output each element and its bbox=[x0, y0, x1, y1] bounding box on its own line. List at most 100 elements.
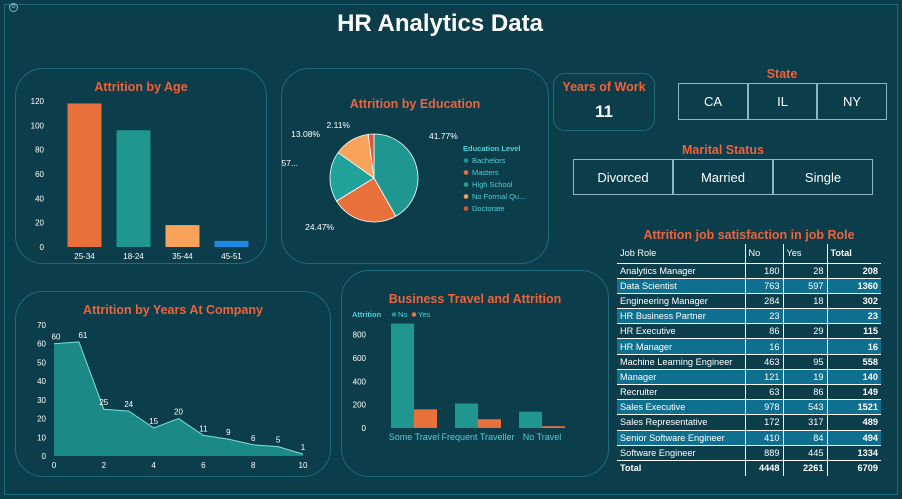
cell-yes: 317 bbox=[782, 414, 827, 431]
x-tick-label: 0 bbox=[52, 461, 57, 470]
legend-entry: Yes bbox=[418, 310, 430, 319]
legend-dot bbox=[463, 170, 469, 175]
bar bbox=[214, 240, 249, 247]
state-slicer-title: State bbox=[766, 67, 798, 81]
cell-total: 558 bbox=[826, 353, 881, 370]
cell-yes: 19 bbox=[782, 368, 827, 385]
legend-title: Education Level bbox=[463, 144, 521, 153]
legend-entry: No bbox=[398, 310, 408, 319]
marital-option-married[interactable]: Married bbox=[673, 159, 773, 195]
slice-label: 18.57... bbox=[282, 158, 298, 168]
y-tick-label: 20 bbox=[37, 415, 46, 424]
bar bbox=[455, 403, 478, 428]
legend-entry: High School bbox=[472, 180, 513, 189]
cell-job-role: Machine Learning Engineer bbox=[617, 353, 745, 370]
marital-option-single[interactable]: Single bbox=[773, 159, 873, 195]
cell-total: 23 bbox=[826, 308, 881, 324]
cell-no: 16 bbox=[744, 338, 783, 355]
table-header-row: Job Role No Yes Total bbox=[617, 244, 881, 263]
cell-job-role: Analytics Manager bbox=[617, 262, 745, 279]
y-tick-label: 60 bbox=[37, 340, 46, 349]
data-label: 20 bbox=[174, 408, 183, 417]
cell-total: 149 bbox=[826, 383, 881, 400]
marital-slicer-title: Marital Status bbox=[682, 143, 764, 157]
table-row[interactable]: Sales Executive 978 543 1521 bbox=[617, 399, 881, 415]
cell-job-role: Senior Software Engineer bbox=[617, 429, 745, 446]
years-of-work-card: Years of Work 11 bbox=[553, 73, 655, 131]
marital-option-divorced[interactable]: Divorced bbox=[573, 159, 673, 195]
bar bbox=[165, 225, 200, 247]
slice-label: 2.11% bbox=[327, 120, 351, 130]
cell-yes bbox=[782, 338, 827, 355]
table-row[interactable]: Recruiter 63 86 149 bbox=[617, 383, 881, 400]
table-row[interactable]: HR Executive 86 29 115 bbox=[617, 323, 881, 339]
years-of-work-value: 11 bbox=[595, 102, 613, 121]
y-tick-label: 400 bbox=[353, 377, 367, 386]
cell-yes: 445 bbox=[782, 444, 827, 461]
cell-yes: 18 bbox=[782, 292, 827, 309]
cell-yes: 28 bbox=[782, 262, 827, 279]
x-tick-label: 8 bbox=[251, 461, 256, 470]
state-option-ca[interactable]: CA bbox=[678, 83, 748, 120]
col-job-role[interactable]: Job Role bbox=[620, 248, 657, 259]
cell-job-role: Sales Executive bbox=[617, 399, 745, 415]
y-tick-label: 40 bbox=[35, 194, 44, 203]
bar bbox=[391, 323, 414, 428]
cell-total: 115 bbox=[826, 323, 881, 339]
table-row[interactable]: Machine Learning Engineer 463 95 558 bbox=[617, 353, 881, 370]
x-tick-label: 4 bbox=[151, 461, 156, 470]
data-label: 9 bbox=[226, 428, 231, 437]
data-label: 24 bbox=[124, 400, 133, 409]
y-tick-label: 100 bbox=[31, 121, 45, 130]
table-row[interactable]: Data Scientist 763 597 1360 bbox=[617, 277, 881, 294]
col-no[interactable]: No bbox=[744, 244, 783, 263]
years-chart-panel: Attrition by Years At Company 0 10 20 30 40 5… bbox=[15, 291, 331, 477]
bar bbox=[542, 426, 565, 428]
legend-dot bbox=[463, 194, 469, 199]
cell-no: 180 bbox=[744, 262, 783, 279]
table-row[interactable]: Software Engineer 889 445 1334 bbox=[617, 444, 881, 461]
data-label: 6 bbox=[251, 434, 256, 443]
x-tick-label: 2 bbox=[102, 461, 107, 470]
age-chart: 0 20 40 60 80 100 120 25-34 18-24 35-44 45-51 bbox=[31, 97, 249, 261]
cell-no: 978 bbox=[744, 399, 783, 415]
legend-entry: No Formal Qu... bbox=[472, 192, 525, 201]
total-no: 4448 bbox=[744, 459, 783, 476]
total-label: Total bbox=[617, 459, 745, 476]
col-yes[interactable]: Yes bbox=[782, 244, 827, 263]
table-row[interactable]: Analytics Manager 180 28 208 bbox=[617, 262, 881, 279]
legend-entry: Bachelors bbox=[472, 156, 506, 165]
table-row[interactable]: HR Business Partner 23 23 bbox=[617, 308, 881, 324]
table-row[interactable]: Manager 121 19 140 bbox=[617, 368, 881, 385]
cell-job-role: Engineering Manager bbox=[617, 292, 745, 309]
table-row[interactable]: Engineering Manager 284 18 302 bbox=[617, 292, 881, 309]
cell-job-role: HR Executive bbox=[617, 323, 745, 339]
cell-no: 284 bbox=[744, 292, 783, 309]
cell-job-role: Data Scientist bbox=[617, 277, 745, 294]
settings-icon[interactable]: ⚙ bbox=[9, 3, 18, 12]
cell-total: 208 bbox=[826, 262, 881, 279]
state-option-il[interactable]: IL bbox=[748, 83, 817, 120]
cell-no: 63 bbox=[744, 383, 783, 400]
state-option-ny[interactable]: NY bbox=[817, 83, 887, 120]
slice-label: 13.08% bbox=[291, 129, 320, 139]
x-tick-label: 25-34 bbox=[74, 252, 95, 261]
y-tick-label: 10 bbox=[37, 433, 46, 442]
cell-total: 302 bbox=[826, 292, 881, 309]
legend-entry: Masters bbox=[472, 168, 499, 177]
x-tick-label: 35-44 bbox=[172, 252, 193, 261]
y-tick-label: 50 bbox=[37, 358, 46, 367]
education-chart: 41.77% 24.47% 18.57... 13.08% 2.11% Education… bbox=[282, 120, 525, 232]
x-tick-label: Some Travel bbox=[389, 432, 440, 442]
y-tick-label: 20 bbox=[35, 219, 44, 228]
legend-dot bbox=[463, 158, 469, 163]
bar bbox=[116, 130, 151, 247]
pie-slice bbox=[329, 152, 375, 202]
y-tick-label: 70 bbox=[37, 321, 46, 330]
table-row[interactable]: Sales Representative 172 317 489 bbox=[617, 414, 881, 431]
legend-dot bbox=[411, 312, 417, 317]
col-total[interactable]: Total bbox=[826, 244, 881, 263]
table-row[interactable]: HR Manager 16 16 bbox=[617, 338, 881, 355]
data-label: 60 bbox=[52, 333, 61, 342]
table-row[interactable]: Senior Software Engineer 410 84 494 bbox=[617, 429, 881, 446]
